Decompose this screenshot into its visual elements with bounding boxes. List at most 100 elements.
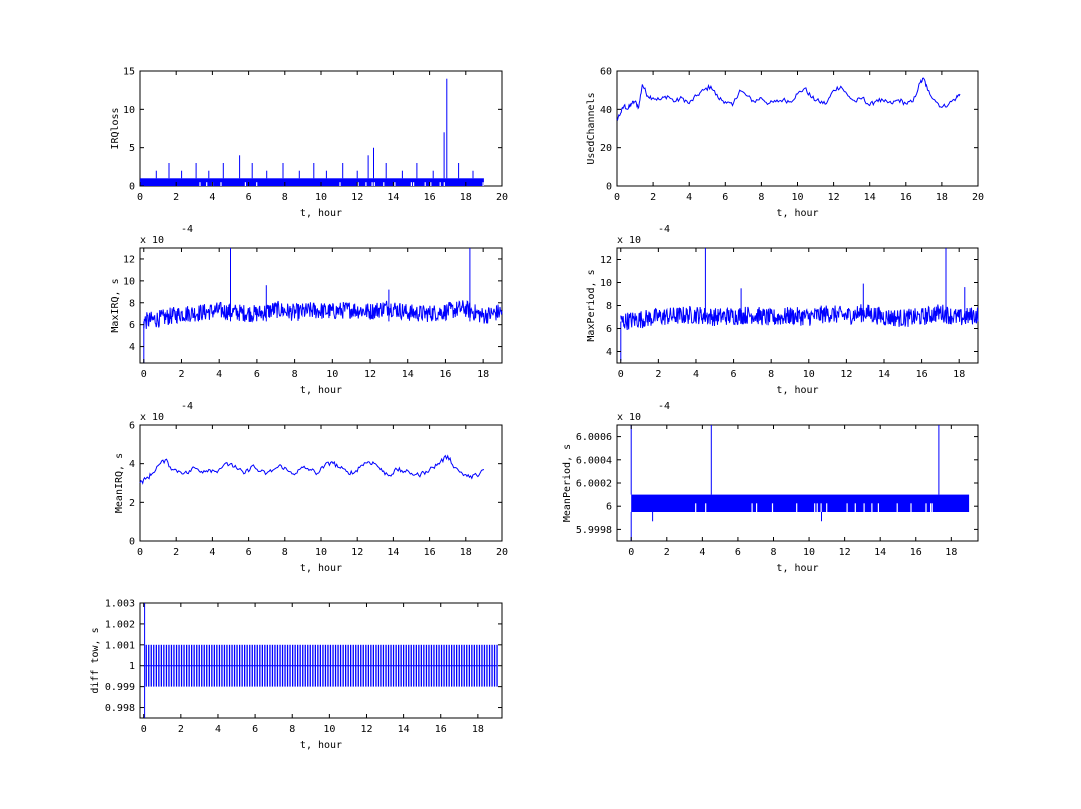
x-tick-label: 8 [770,547,776,558]
series-band-gap [383,182,385,186]
series-pulse [223,644,226,687]
x-tick-label: 16 [439,369,451,380]
subplot-max-period: 0 2 4 6 8 10 12 14 16 18 4 6 8 10 12 x 10 -4 t, hour M… [586,224,979,396]
series-pulse [339,644,342,687]
y-tick-label: 5 [129,143,135,154]
x-tick-label: 14 [398,724,410,735]
x-tick-label: 12 [351,547,363,558]
y-tick-label: 5.9998 [576,525,612,536]
x-tick-label: 0 [141,724,147,735]
tick-layer: 0 2 4 6 8 10 12 14 16 18 0.998 0.999 1 1.001 1.002 1.00… [105,599,502,735]
series-pulse [435,644,438,687]
series-pulse [433,644,435,687]
x-tick-label: 14 [878,369,890,380]
series-pulse [360,644,362,687]
x-tick-label: 20 [496,192,508,203]
x-tick-label: 10 [326,369,338,380]
series-pulse [274,644,276,687]
series-band-gap [751,503,753,512]
series-pulse [345,644,347,687]
x-tick-label: 0 [628,547,634,558]
axes-box [616,247,979,364]
x-tick-label: 4 [209,192,215,203]
series-pulse [317,644,319,687]
series-pulse [193,644,195,687]
series-pulse [168,644,170,687]
series-band-gap [199,182,201,186]
series-line [620,304,979,331]
series-pulse [403,644,405,687]
series-pulse [175,644,178,687]
series-pulse [226,644,228,687]
x-tick-label: 12 [364,369,376,380]
series-pulse [281,644,284,687]
y-axis-label: UsedChannels [586,92,597,164]
series-pulse [478,644,481,687]
y-tick-label: 4 [129,459,135,470]
series-pulse [400,644,402,687]
x-tick-label: 10 [323,724,335,735]
series-pulse [322,644,324,687]
series-band-gap [930,503,932,512]
axes-box [139,424,503,542]
series-pulse [208,644,210,687]
series-pulse [269,644,271,687]
series-pulse [395,644,397,687]
series-pulse [302,644,304,687]
series-band-gap [439,182,441,186]
series-pulse [188,644,190,687]
x-tick-label: 20 [496,547,508,558]
series-pulse [244,644,246,687]
series-pulse [307,644,309,687]
series-band-gap [871,503,873,512]
series-band-gap [820,503,822,512]
exponent-base: x 10 [140,235,164,246]
series-band-gap [910,503,912,512]
x-tick-label: 6 [735,547,741,558]
series-band-gap [373,182,375,186]
y-tick-label: 12 [123,254,135,265]
series-band-gap [826,503,828,512]
series-pulse [297,644,299,687]
series-pulse [471,644,473,687]
series-band [631,494,970,512]
series-pulse [266,644,268,687]
series-pulse [241,644,243,687]
x-tick-label: 10 [791,192,803,203]
series-band-gap [424,182,426,186]
x-tick-label: 2 [173,192,179,203]
x-tick-label: 0 [618,369,624,380]
x-tick-label: 12 [360,724,372,735]
series-band-gap [796,503,798,512]
series-band-gap [206,182,208,186]
series-band-gap [220,182,222,186]
series-band-gap [846,503,848,512]
plot-layer [143,603,498,718]
exponent-power: -4 [658,224,670,235]
series-pulse [410,644,412,687]
y-tick-label: 0 [129,537,135,548]
y-tick-label: 40 [600,105,612,116]
series-pulse [334,644,337,687]
series-pulse [191,644,193,687]
tick-layer: 0 2 4 6 8 10 12 14 16 18 5.9998 6 6.0002 6.0004 6.0006 [576,425,978,558]
x-tick-label: 0 [137,547,143,558]
subplot-max-irq: 0 2 4 6 8 10 12 14 16 18 4 6 8 10 12 x 10 -4 t, hour M… [110,224,503,396]
tick-layer: 0 2 4 6 8 10 12 14 16 18 20 0 2 4 6 [129,421,508,559]
x-tick-label: 18 [472,724,484,735]
series-pulse [309,644,311,687]
exponent-power: -4 [181,224,193,235]
x-tick-label: 10 [315,192,327,203]
plot-layer [616,77,961,121]
series-pulse [155,644,157,687]
y-tick-label: 60 [600,67,612,78]
x-tick-label: 0 [137,192,143,203]
series-pulse [239,644,241,687]
x-tick-label: 2 [178,369,184,380]
series-pulse [352,644,354,687]
series-pulse [198,644,200,687]
plot-layer [140,78,484,186]
x-tick-label: 12 [839,547,851,558]
x-tick-label: 12 [840,369,852,380]
series-band-gap [365,182,367,186]
